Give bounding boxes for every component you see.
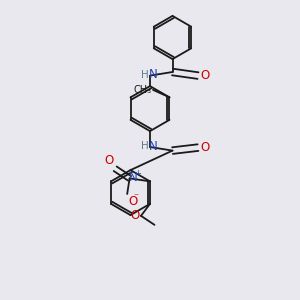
Text: +: + (134, 169, 141, 178)
Text: H: H (141, 70, 148, 80)
Text: N: N (149, 68, 158, 82)
Text: H: H (141, 141, 148, 152)
Text: O: O (129, 196, 138, 208)
Text: O: O (200, 141, 210, 154)
Text: O: O (200, 69, 210, 82)
Text: ⁻: ⁻ (133, 192, 138, 202)
Text: CH₃: CH₃ (134, 85, 152, 95)
Text: N: N (149, 140, 158, 153)
Text: O: O (104, 154, 114, 167)
Text: O: O (130, 209, 140, 222)
Text: N: N (129, 171, 138, 184)
